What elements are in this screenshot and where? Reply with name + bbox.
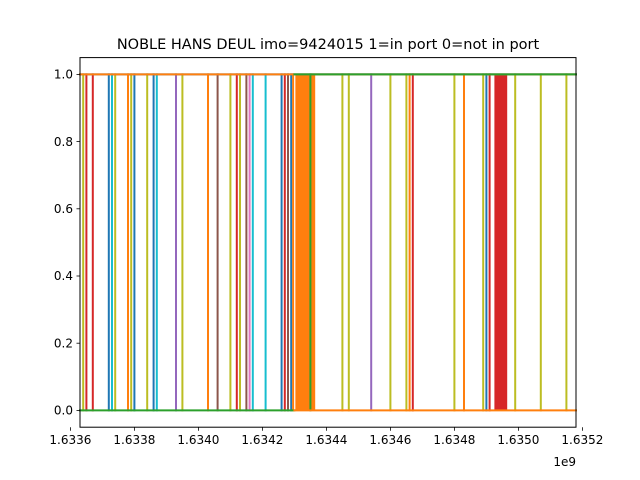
chart-title: NOBLE HANS DEUL imo=9424015 1=in port 0=… bbox=[117, 37, 540, 53]
y-tick-label: 0.2 bbox=[54, 336, 73, 350]
x-tick-label: 1.6338 bbox=[113, 433, 155, 447]
plot-frame bbox=[79, 57, 577, 428]
x-axis: 1.6336 1.6338 1.6340 1.6342 1.6344 1.6346 1.63… bbox=[49, 427, 603, 447]
y-tick-label: 0.0 bbox=[54, 404, 73, 418]
y-tick-label: 0.4 bbox=[54, 269, 73, 283]
x-tick-label: 1.6346 bbox=[369, 433, 411, 447]
x-tick-label: 1.6350 bbox=[497, 433, 539, 447]
filled-band-1 bbox=[295, 74, 316, 411]
x-tick-label: 1.6336 bbox=[49, 433, 91, 447]
y-axis: 0.0 0.2 0.4 0.6 0.8 1.0 bbox=[54, 68, 80, 418]
y-tick-label: 1.0 bbox=[54, 68, 73, 82]
plot-marks bbox=[79, 73, 577, 412]
y-tick-label: 0.8 bbox=[54, 135, 73, 149]
x-tick-label: 1.6340 bbox=[177, 433, 219, 447]
y-tick-label: 0.6 bbox=[54, 202, 73, 216]
x-tick-label: 1.6344 bbox=[305, 433, 347, 447]
x-tick-label: 1.6342 bbox=[241, 433, 283, 447]
filled-band-2 bbox=[494, 74, 508, 411]
x-axis-offset-label: 1e9 bbox=[553, 455, 576, 469]
x-tick-label: 1.6352 bbox=[561, 433, 603, 447]
x-tick-label: 1.6348 bbox=[433, 433, 475, 447]
